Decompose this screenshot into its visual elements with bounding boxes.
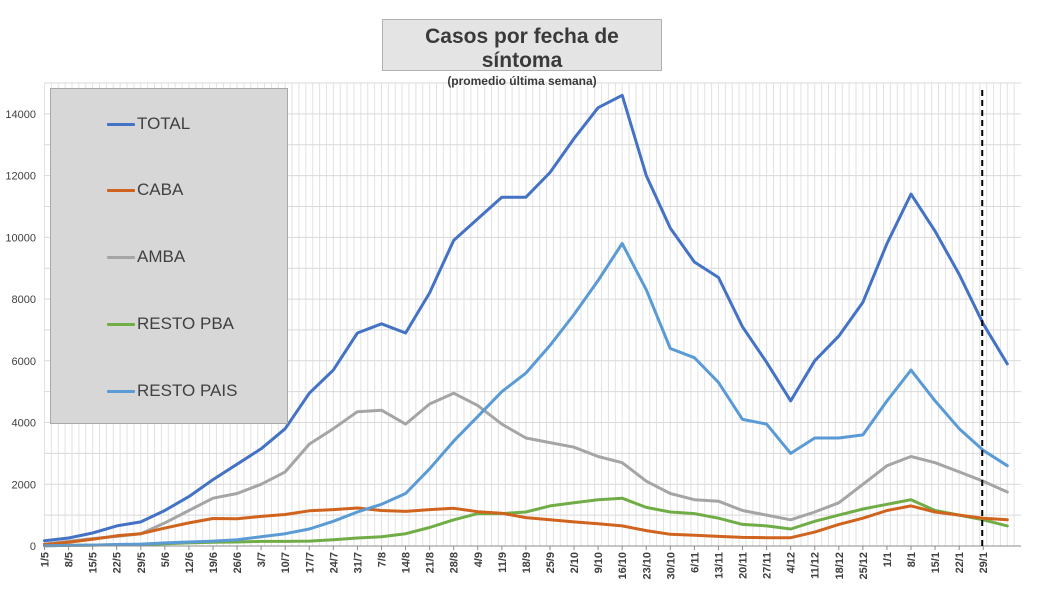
x-tick-label: 1/5	[40, 552, 52, 567]
legend-label-resto-pais: RESTO PAIS	[137, 381, 238, 400]
x-tick-label: 29/1	[978, 552, 990, 573]
x-tick-label: 26/6	[232, 552, 244, 573]
x-tick-label: 17/7	[304, 552, 316, 573]
x-tick-label: 3/7	[256, 552, 268, 567]
y-tick-label: 12000	[5, 171, 36, 183]
y-tick-label: 4000	[12, 418, 36, 430]
x-tick-label: 20/11	[738, 552, 750, 579]
legend-swatch-resto-pais	[107, 390, 135, 393]
x-tick-label: 2/10	[569, 552, 581, 573]
x-tick-label: 6/11	[689, 552, 701, 573]
x-tick-label: 15/5	[88, 552, 100, 573]
x-tick-label: 18/12	[834, 552, 846, 580]
x-tick-label: 13/11	[713, 552, 725, 579]
x-tick-label: 31/7	[352, 552, 364, 573]
x-tick-label: 21/8	[425, 552, 437, 573]
x-tick-label: 7/8	[376, 552, 388, 567]
y-tick-label: 6000	[12, 356, 36, 368]
x-tick-label: 16/10	[617, 552, 629, 580]
series-line-amba	[43, 391, 1009, 546]
legend-label-caba: CABA	[137, 180, 184, 199]
x-tick-label: 11/9	[497, 552, 509, 573]
y-tick-label: 2000	[12, 479, 36, 491]
y-tick-label: 8000	[12, 294, 36, 306]
series-line-caba	[43, 504, 1009, 546]
x-tick-label: 24/7	[328, 552, 340, 573]
x-tick-label: 23/10	[641, 552, 653, 580]
x-tick-label: 19/6	[208, 552, 220, 573]
x-tick-label: 25/12	[858, 552, 870, 580]
x-tick-label: 22/1	[954, 552, 966, 573]
legend: TOTAL CABA AMBA RESTO PBA RESTO PAIS	[50, 88, 288, 424]
legend-swatch-caba	[107, 189, 135, 192]
x-tick-label: 8/5	[64, 552, 76, 567]
x-tick-label: 11/12	[810, 552, 822, 579]
axis-layer: 0 2000 4000 6000 8000 10000 12000 14000 1/5 8/5 15…	[5, 90, 1021, 580]
series-line-resto-pais	[43, 242, 1009, 548]
legend-swatch-resto-pba	[107, 323, 135, 326]
y-tick-label: 0	[30, 541, 36, 553]
x-tick-label: 14/8	[401, 552, 413, 573]
x-tick-label: 30/10	[665, 552, 677, 580]
chart-title-box: Casos por fecha de síntoma (promedio últ…	[382, 19, 662, 88]
legend-label-amba: AMBA	[137, 247, 186, 266]
legend-label-resto-pba: RESTO PBA	[137, 314, 234, 333]
x-tick-label: 5/6	[160, 552, 172, 567]
x-tick-label: 28/8	[449, 552, 461, 573]
x-tick-label: 12/6	[184, 552, 196, 573]
chart-title: Casos por fecha de síntoma	[425, 25, 619, 72]
x-tick-label: 8/1	[906, 552, 918, 567]
x-tick-label: 15/1	[930, 552, 942, 573]
series-layer	[43, 93, 1009, 548]
x-tick-label: 4/12	[786, 552, 798, 573]
legend-label-total: TOTAL	[137, 114, 191, 133]
x-tick-label: 9/10	[593, 552, 605, 573]
x-tick-label: 18/9	[521, 552, 533, 573]
x-tick-label: 22/5	[112, 552, 124, 573]
legend-swatch-total	[107, 123, 135, 126]
y-tick-label: 10000	[5, 232, 36, 244]
x-tick-label: 4/9	[473, 552, 485, 567]
x-tick-label: 27/11	[762, 552, 774, 579]
chart-subtitle: (promedio última semana)	[447, 74, 597, 88]
y-tick-label: 14000	[5, 109, 36, 121]
x-tick-label: 1/1	[882, 552, 894, 567]
x-tick-label: 10/7	[280, 552, 292, 573]
x-tick-label: 25/9	[545, 552, 557, 573]
series-line-total	[43, 93, 1009, 543]
legend-swatch-amba	[107, 256, 135, 259]
x-tick-label: 29/5	[136, 552, 148, 573]
